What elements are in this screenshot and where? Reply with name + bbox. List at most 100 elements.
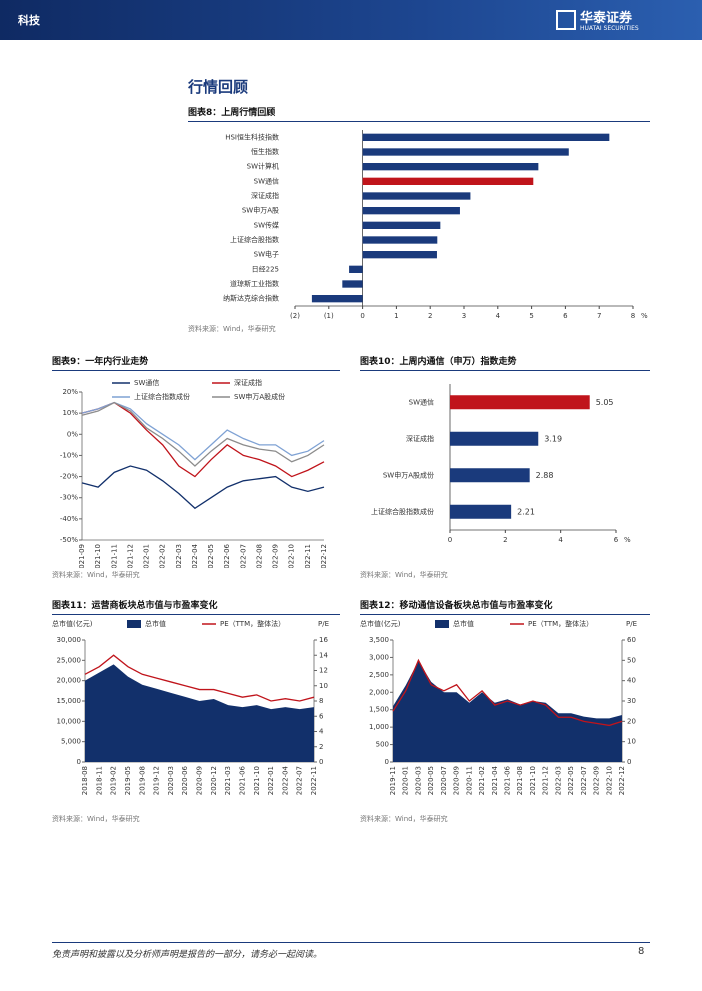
y-axis-label: 总市值(亿元) (360, 619, 401, 628)
bar (450, 395, 590, 410)
figure-title: 图表10：上周内通信（申万）指数走势 (360, 354, 650, 371)
x-tick-label: 2022-04 (191, 543, 199, 568)
line (81, 401, 325, 467)
category-label: SW计算机 (247, 162, 279, 171)
category-label: 恒生指数 (251, 147, 279, 156)
bar (342, 280, 363, 288)
y-tick-label: 1,000 (369, 723, 389, 731)
category-label: 日经225 (252, 264, 279, 273)
legend-label: 上证综合指数成份 (134, 392, 190, 401)
x-tick-label: (1) (324, 312, 334, 320)
y-tick-label: 30,000 (57, 636, 82, 644)
line (81, 401, 325, 461)
bar (362, 251, 437, 259)
x-tick-label: 2022-09 (272, 544, 280, 568)
bar (362, 192, 471, 200)
x-tick-label: 2022-12 (618, 766, 626, 795)
x-tick-label: 2021-04 (491, 765, 499, 795)
bar (311, 295, 363, 303)
x-tick-label: 2022-03 (554, 766, 562, 795)
x-tick-label: 2022-01 (267, 766, 275, 795)
x-tick-label: 2020-01 (402, 766, 410, 795)
y-tick-label: 14 (319, 651, 328, 659)
x-tick-label: 2021-09 (78, 544, 86, 568)
value-label: 5.05 (596, 398, 614, 407)
y-tick-label: 2,000 (369, 688, 389, 696)
bar (349, 265, 363, 273)
source: 资料来源：Wind，华泰研究 (360, 815, 448, 823)
y-tick-label: 10 (319, 682, 328, 690)
y-tick-label: 15,000 (57, 697, 82, 705)
y-tick-label: 3,000 (369, 653, 389, 661)
category-label: SW申万A股 (242, 206, 279, 215)
x-tick-label: 2019-02 (110, 766, 118, 795)
figure-title: 图表12：移动通信设备板块总市值与市盈率变化 (360, 598, 650, 615)
y-tick-label: 8 (319, 697, 323, 705)
y-tick-label: 40 (627, 677, 636, 685)
category-label: SW申万A股成份 (383, 470, 434, 479)
x-tick-label: 2022-12 (320, 544, 328, 568)
y-tick-label: 0 (627, 758, 631, 766)
chart: 2021-09 2021-10 2021-11 2021-12 2022-01 2022-… (60, 378, 328, 568)
y-tick-label: 10% (62, 409, 78, 417)
y-tick-label: 0 (385, 758, 389, 766)
x-tick-label: 2022-10 (605, 766, 613, 795)
value-label: 2.21 (517, 507, 535, 516)
category-label: 纳斯达克综合指数 (223, 294, 279, 303)
y-tick-label: -10% (60, 451, 78, 459)
x-tick-label: 2022-09 (593, 766, 601, 795)
x-tick-label: 2021-12 (542, 766, 550, 795)
y-tick-label: 10,000 (57, 717, 82, 725)
y-axis-label: 总市值(亿元) (52, 619, 93, 628)
x-tick-label: 2018-08 (81, 766, 89, 795)
category-label: 上证综合股指数 (230, 235, 279, 244)
legend-swatch (435, 620, 449, 628)
area (85, 664, 314, 762)
category-label: SW通信 (409, 397, 434, 406)
y-tick-label: -40% (60, 515, 78, 523)
bar (362, 221, 441, 229)
value-label: 2.88 (536, 471, 554, 480)
line (81, 465, 325, 510)
line (392, 658, 623, 727)
bar (362, 163, 539, 171)
area (393, 660, 622, 762)
source: 资料来源：Wind，华泰研究 (52, 571, 140, 579)
x-tick-label: 2022-01 (143, 544, 151, 568)
y-tick-label: -30% (60, 494, 78, 502)
line (84, 654, 315, 702)
x-tick-label: 2022-05 (567, 766, 575, 795)
chart: 2018-08 2018-11 2019-02 2019-05 2019-08 2019-… (52, 619, 329, 795)
legend-label: 深证成指 (234, 378, 262, 387)
figure-title: 图表9：一年内行业走势 (52, 354, 340, 371)
x-tick-label: 4 (496, 312, 501, 320)
x-tick-label: 2022-11 (304, 544, 312, 568)
x-tick-label: 2 (503, 536, 507, 544)
x-tick-label: 2020-09 (453, 766, 461, 795)
x-tick-label: 2022-08 (255, 544, 263, 568)
legend-label: PE（TTM，整体法） (220, 619, 285, 628)
legend-label: 总市值 (453, 619, 474, 628)
category-label: SW通信 (254, 176, 279, 185)
category-label: SW电子 (254, 250, 279, 259)
x-tick-label: 2019-08 (138, 766, 146, 795)
x-tick-label: 6 (614, 536, 619, 544)
bar (362, 207, 460, 215)
x-tick-label: 2022-05 (207, 544, 215, 568)
footer-rule (52, 942, 650, 943)
x-tick-label: 2021-10 (253, 766, 261, 795)
x-tick-label: 2019-05 (124, 766, 132, 795)
y-tick-label: -20% (60, 473, 78, 481)
bar (362, 177, 534, 185)
page-number: 8 (638, 946, 645, 957)
logo-icon (556, 10, 576, 30)
y-tick-label: 5,000 (61, 738, 81, 746)
x-tick-label: 2018-11 (95, 766, 103, 795)
y-tick-label: 20% (62, 388, 78, 396)
legend-label: SW通信 (134, 378, 159, 387)
x-tick-label: 2020-09 (196, 766, 204, 795)
x-tick-label: 0 (360, 312, 364, 320)
x-tick-label: 2021-06 (238, 765, 246, 795)
chart: 2019-11 2020-01 2020-03 2020-05 2020-07 2020-… (360, 619, 637, 795)
